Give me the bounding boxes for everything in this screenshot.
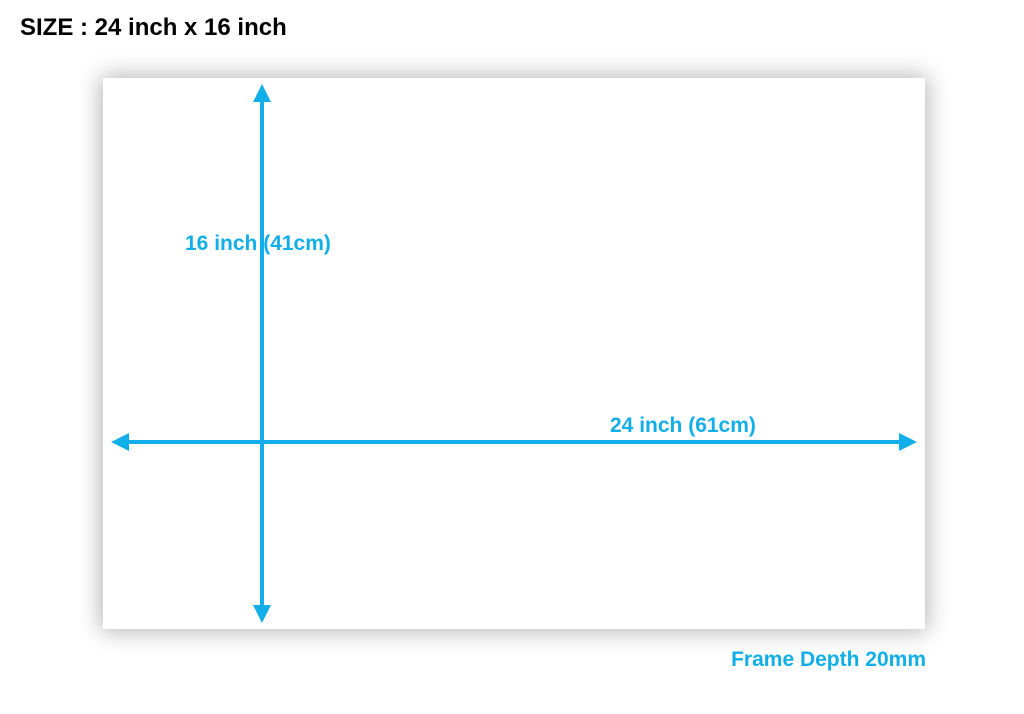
frame-depth-label: Frame Depth 20mm [731,648,926,672]
size-diagram: SIZE : 24 inch x 16 inch 16 inch (41cm) … [0,0,1024,714]
horizontal-dimension-label: 24 inch (61cm) [610,414,756,438]
vertical-dimension-label: 16 inch (41cm) [185,232,331,256]
frame-rectangle [103,78,925,629]
diagram-title: SIZE : 24 inch x 16 inch [20,14,287,42]
